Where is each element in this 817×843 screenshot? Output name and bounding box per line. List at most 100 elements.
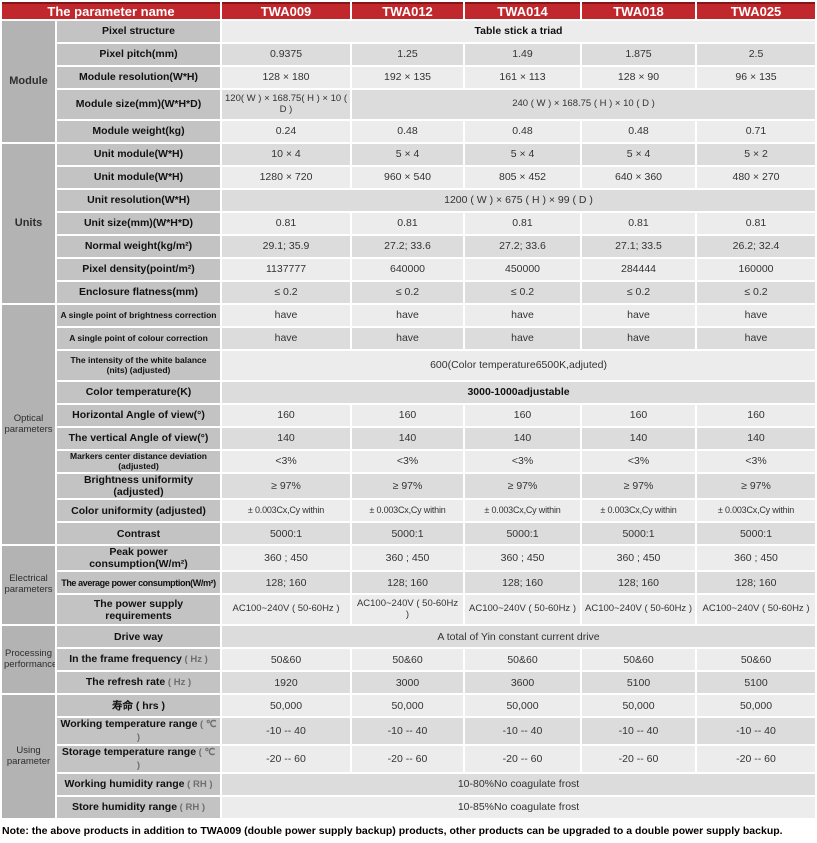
param-label-text: Store humidity range [72, 800, 178, 813]
value-cell: 128 × 180 [222, 67, 351, 88]
param-label: Contrast [57, 523, 221, 545]
param-label-text: The power supply requirements [93, 597, 184, 622]
value-cell: 128; 160 [352, 572, 464, 594]
value-cell: 140 [352, 428, 464, 449]
table-row: Unit size(mm)(W*H*D) 0.81 0.81 0.81 0.81 0.81 [2, 213, 816, 234]
param-unit: ( ℃ ) [136, 719, 217, 744]
value-cell: have [582, 328, 696, 349]
value-cell: 5000:1 [352, 523, 464, 545]
table-row: Normal weight(kg/m²) 29.1; 35.9 27.2; 33.6… [2, 236, 816, 257]
param-label: Unit module(W*H) [57, 144, 221, 165]
value-cell: 805 × 452 [465, 167, 581, 188]
value-cell: 5 × 4 [582, 144, 696, 165]
value-cell: 27.1; 33.5 [582, 236, 696, 257]
table-row: Module resolution(W*H) 128 × 180 192 × 135… [2, 67, 816, 88]
param-label-text: Enclosure flatness(mm) [78, 286, 199, 299]
value-cell: have [465, 305, 581, 326]
group-cell-using-parameter: Using parameter [2, 695, 55, 818]
value-cell: -20 -- 60 [465, 746, 581, 772]
header-model-twa009: TWA009 [222, 2, 351, 19]
table-row: Color uniformity (adjusted) ± 0.003Cx,Cy … [2, 500, 816, 522]
value-cell: 140 [465, 428, 581, 449]
param-label: Markers center distance deviation (adjus… [57, 451, 221, 472]
value-cell: -10 -- 40 [222, 718, 351, 745]
param-label: Drive way [57, 626, 221, 648]
value-cell: ≥ 97% [222, 474, 351, 499]
value-cell: 640 × 360 [582, 167, 696, 188]
header-model-twa014: TWA014 [465, 2, 581, 19]
group-cell-optical-parameters: Optical parameters [2, 305, 55, 545]
value-cell: 1200 ( W ) × 675 ( H ) × 99 ( D ) [222, 190, 816, 211]
param-label-text: Module size(mm)(W*H*D) [75, 98, 202, 111]
header-model-twa012: TWA012 [352, 2, 464, 19]
param-label: The power supply requirements [57, 595, 221, 625]
param-label: 寿命 ( hrs ) [57, 695, 221, 717]
value-cell: 0.9375 [222, 44, 351, 65]
value-cell: 240 ( W ) × 168.75 ( H ) × 10 ( D ) [352, 90, 816, 119]
value-cell: 96 × 135 [697, 67, 816, 88]
param-label: Pixel pitch(mm) [57, 44, 221, 65]
param-label-text: Color temperature(K) [85, 386, 192, 399]
param-label: Horizontal Angle of view(°) [57, 405, 221, 426]
value-cell: have [697, 305, 816, 326]
value-cell: have [582, 305, 696, 326]
spec-table: The parameter name TWA009 TWA012 TWA014 TWA0… [2, 2, 816, 818]
table-row: Working temperature range ( ℃ ) -10 -- 40… [2, 718, 816, 745]
param-label-text: The refresh rate [85, 676, 166, 689]
param-label: Working temperature range ( ℃ ) [57, 718, 221, 745]
param-label-text: The intensity of the white balance (nits… [70, 355, 207, 375]
value-cell: 50,000 [582, 695, 696, 717]
value-cell: 10 × 4 [222, 144, 351, 165]
value-cell: 50&60 [697, 649, 816, 671]
value-cell: ≥ 97% [697, 474, 816, 499]
value-cell: ± 0.003Cx,Cy within [222, 500, 351, 522]
value-cell: -10 -- 40 [582, 718, 696, 745]
table-row: Module size(mm)(W*H*D) 120( W ) × 168.75(… [2, 90, 816, 119]
value-cell: 160 [222, 405, 351, 426]
value-cell: AC100~240V ( 50-60Hz ) [222, 595, 351, 625]
value-cell: 5100 [582, 672, 696, 694]
param-label-text: The vertical Angle of view(°) [68, 432, 209, 445]
value-cell: -20 -- 60 [222, 746, 351, 772]
table-row: Store humidity range ( RH ) 10-85%No coag… [2, 796, 816, 818]
value-cell: 50,000 [465, 695, 581, 717]
value-cell: AC100~240V ( 50-60Hz ) [582, 595, 696, 625]
value-cell: 284444 [582, 259, 696, 280]
value-cell: 0.48 [465, 121, 581, 142]
param-unit: ( ℃ ) [136, 747, 216, 772]
param-label: Working humidity range ( RH ) [57, 773, 221, 795]
param-label-text: Storage temperature range [61, 746, 197, 759]
table-row: Processing performance Drive way A total o… [2, 626, 816, 694]
value-cell: ± 0.003Cx,Cy within [352, 500, 464, 522]
group-cell-units: Units [2, 144, 55, 303]
value-cell: 128; 160 [697, 572, 816, 594]
value-cell: 50,000 [352, 695, 464, 717]
param-label-text: Unit resolution(W*H) [87, 194, 190, 207]
param-label-text: A single point of brightness correction [60, 309, 217, 320]
value-cell: have [697, 328, 816, 349]
value-cell: 160 [697, 405, 816, 426]
value-cell: 1280 × 720 [222, 167, 351, 188]
value-cell: 5 × 2 [697, 144, 816, 165]
value-cell: -10 -- 40 [465, 718, 581, 745]
value-cell: ≤ 0.2 [352, 282, 464, 303]
param-label: Normal weight(kg/m²) [57, 236, 221, 257]
value-cell: 1.49 [465, 44, 581, 65]
value-cell: <3% [222, 451, 351, 472]
group-cell-electrical-parameters: Electrical parameters [2, 546, 55, 625]
table-row: Markers center distance deviation (adjus… [2, 451, 816, 472]
value-cell: 5000:1 [465, 523, 581, 545]
value-cell: 640000 [352, 259, 464, 280]
value-cell: 480 × 270 [697, 167, 816, 188]
value-cell: 27.2; 33.6 [465, 236, 581, 257]
value-cell: 360 ; 450 [465, 546, 581, 571]
value-cell: have [465, 328, 581, 349]
value-cell: 5000:1 [582, 523, 696, 545]
footnote: Note: the above products in addition to … [2, 824, 783, 837]
param-label-text: Pixel density(point/m²) [82, 263, 195, 276]
table-row: A single point of colour correction have h… [2, 328, 816, 349]
value-cell: 3600 [465, 672, 581, 694]
table-row: The refresh rate ( Hz ) 1920 3000 3600 5100 5… [2, 672, 816, 694]
value-cell: -10 -- 40 [697, 718, 816, 745]
